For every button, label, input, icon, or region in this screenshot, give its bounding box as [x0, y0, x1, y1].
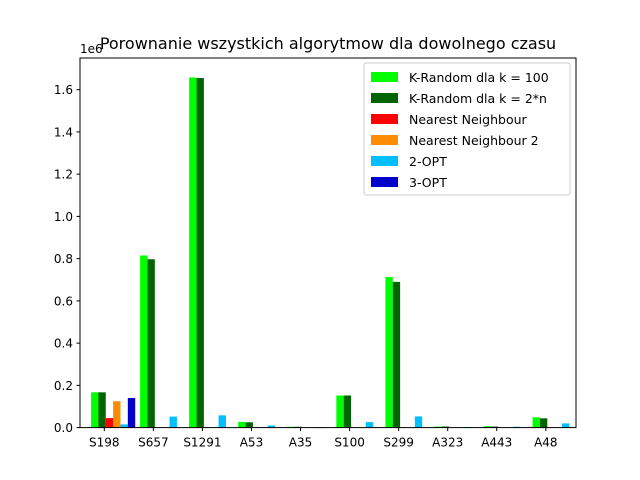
bar-s657-series-2	[147, 259, 155, 428]
bar-s198-series-3	[105, 418, 114, 428]
x-tick-label: A323	[432, 436, 463, 450]
bar-a443-series-2	[490, 426, 499, 428]
legend-swatch	[371, 114, 398, 124]
x-tick-label: A443	[481, 436, 512, 450]
y-tick-label: 0.8	[54, 252, 73, 266]
bar-a48-series-2	[539, 418, 548, 428]
legend-swatch	[371, 72, 398, 82]
legend-label: Nearest Neighbour	[409, 112, 528, 127]
legend-box	[363, 62, 571, 196]
bar-s1291-series-2	[196, 78, 204, 428]
y-tick-label: 0.0	[54, 421, 73, 435]
bar-s100-series-5	[365, 422, 374, 428]
bar-s299-series-2	[392, 281, 401, 428]
chart-title: Porownanie wszystkich algorytmow dla dow…	[100, 34, 556, 53]
legend-label: K-Random dla k = 2*n	[409, 91, 547, 106]
legend-swatch	[371, 135, 398, 145]
x-tick-label: S198	[89, 436, 120, 450]
bar-s198-series-6	[127, 398, 136, 428]
y-axis: 0.0 0.2 0.4 0.6 0.8 1.0 1.2 1.4 1.6	[54, 83, 80, 435]
bar-a443-series-1	[483, 426, 491, 428]
legend-label: Nearest Neighbour 2	[409, 133, 539, 148]
y-tick-label: 0.6	[54, 294, 73, 308]
bar-a53-series-1	[238, 421, 246, 428]
bar-s100-series-2	[343, 395, 352, 428]
bar-a48-series-1	[532, 417, 540, 428]
x-tick-label: S100	[334, 436, 365, 450]
bar-s1291-series-5	[218, 415, 226, 428]
y-tick-label: 0.2	[54, 379, 73, 393]
bar-a53-series-2	[245, 422, 253, 428]
y-tick-label: 0.4	[54, 337, 73, 351]
legend-label: 3-OPT	[409, 175, 447, 190]
legend: K-Random dla k = 100 K-Random dla k = 2*n…	[363, 62, 571, 196]
bar-s198-series-5	[120, 424, 128, 428]
x-tick-label: S299	[383, 436, 414, 450]
legend-swatch	[371, 156, 398, 166]
bar-s299-series-5	[414, 416, 423, 428]
bar-s198-series-2	[98, 392, 106, 428]
bar-s198-series-1	[91, 392, 99, 428]
bar-a53-series-5	[267, 425, 276, 428]
y-tick-label: 1.4	[54, 125, 73, 139]
x-tick-label: S1291	[183, 436, 221, 450]
x-tick-label: A48	[534, 436, 557, 450]
x-axis: S198 S657 S1291 A53 A35 S100 S299 A323 A443 A48	[89, 427, 558, 450]
bar-a48-series-5	[562, 423, 570, 428]
bar-s657-series-1	[140, 255, 148, 428]
plot-frame	[79, 57, 577, 429]
y-scale-label: 1e6	[80, 42, 103, 56]
bar-a323-series-1	[434, 426, 442, 428]
y-tick-label: 1.0	[54, 210, 73, 224]
y-tick-label: 1.6	[54, 83, 73, 97]
bar-s657-series-5	[169, 416, 177, 428]
bar-s198-series-4	[113, 401, 121, 428]
legend-label: K-Random dla k = 100	[409, 70, 549, 85]
bar-a323-series-2	[441, 426, 450, 428]
x-tick-label: S657	[138, 436, 169, 450]
bar-s100-series-1	[336, 395, 344, 428]
legend-swatch	[371, 177, 398, 187]
bars-group	[91, 77, 570, 428]
y-tick-label: 1.2	[54, 168, 73, 182]
bar-s1291-series-1	[189, 77, 197, 428]
bar-s299-series-1	[385, 277, 393, 428]
x-tick-label: A53	[240, 436, 263, 450]
x-tick-label: A35	[289, 436, 312, 450]
legend-label: 2-OPT	[409, 154, 447, 169]
legend-swatch	[371, 93, 398, 103]
